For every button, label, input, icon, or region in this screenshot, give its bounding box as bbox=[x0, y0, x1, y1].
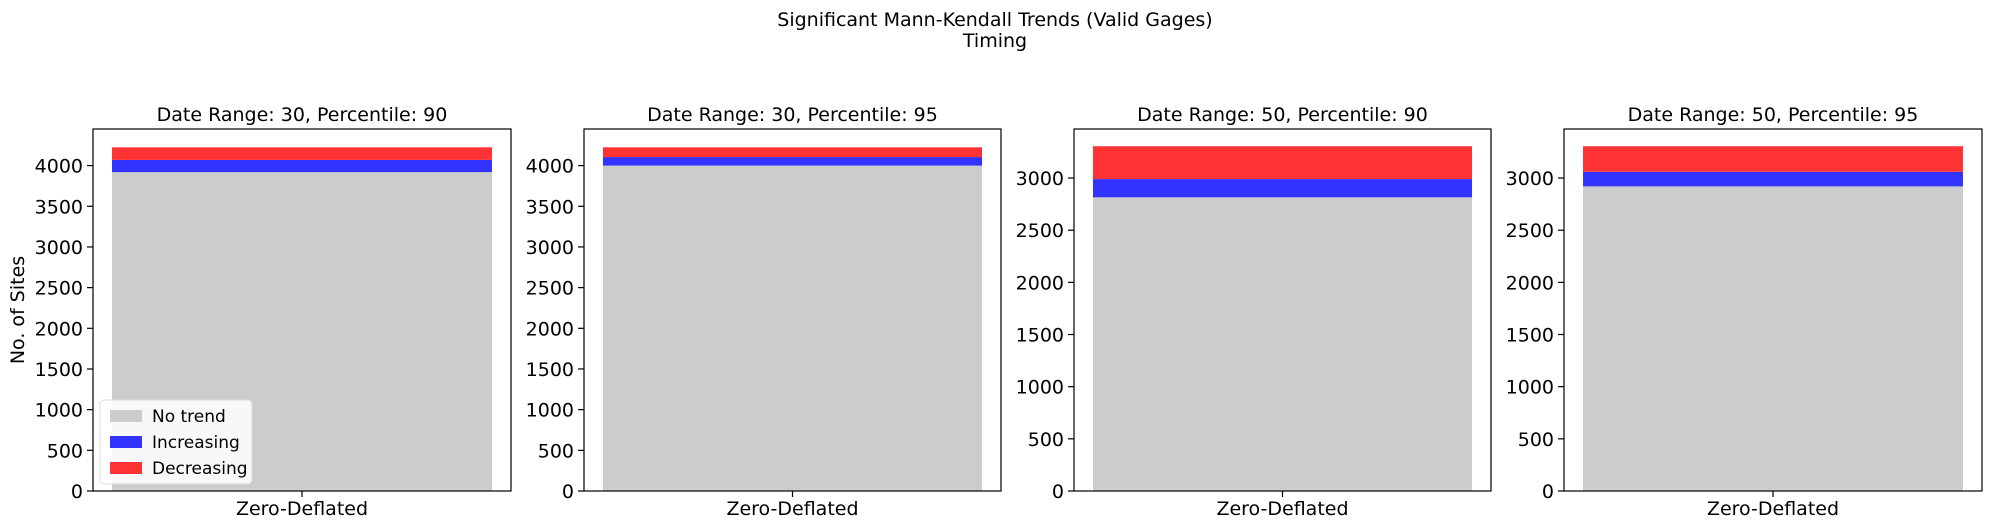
legend-label: No trend bbox=[152, 407, 226, 427]
legend-swatch-no-trend bbox=[110, 410, 142, 422]
figure-title-line1: Significant Mann-Kendall Trends (Valid G… bbox=[777, 9, 1212, 31]
bar-decreasing bbox=[1092, 146, 1473, 180]
bar-no-trend bbox=[1583, 186, 1963, 492]
panel-title: Date Range: 50, Percentile: 95 bbox=[1628, 104, 1919, 126]
y-tick-label: 1500 bbox=[35, 359, 83, 381]
bar-no-trend bbox=[602, 165, 983, 491]
y-tick-label: 0 bbox=[1542, 481, 1554, 503]
y-tick-label: 2500 bbox=[35, 278, 83, 300]
chart-panel-2: 0 500 1000 1500 2000 2500 3000 3500 4000 Zero-Def… bbox=[526, 104, 1002, 520]
y-tick-label: 500 bbox=[1028, 429, 1064, 451]
bar-increasing bbox=[1583, 171, 1963, 187]
panel-title: Date Range: 30, Percentile: 90 bbox=[157, 104, 448, 126]
chart-panel-1: 0 500 1000 1500 2000 2500 3000 3500 4000 Zero-Def… bbox=[7, 104, 512, 520]
y-tick-label: 1500 bbox=[1016, 325, 1064, 347]
y-tick-label: 2000 bbox=[1506, 272, 1554, 294]
y-tick-label: 3500 bbox=[35, 196, 83, 218]
y-axis-label: No. of Sites bbox=[7, 256, 29, 364]
y-tick-label: 2000 bbox=[526, 318, 574, 340]
y-tick-label: 2500 bbox=[1506, 220, 1554, 242]
bar-increasing bbox=[1092, 179, 1473, 198]
y-tick-label: 1000 bbox=[1506, 377, 1554, 399]
y-tick-label: 500 bbox=[538, 440, 574, 462]
y-tick-label: 3000 bbox=[35, 237, 83, 259]
chart-panel-4: 0 500 1000 1500 2000 2500 3000 Zero-Deflated Dat… bbox=[1506, 104, 1983, 520]
y-tick-label: 2000 bbox=[35, 318, 83, 340]
figure-title-line2: Timing bbox=[962, 30, 1027, 52]
y-tick-label: 3000 bbox=[1016, 168, 1064, 190]
panels: 0 500 1000 1500 2000 2500 3000 3500 4000 Zero-Def… bbox=[7, 104, 1983, 520]
legend: No trend Increasing Decreasing bbox=[99, 399, 253, 485]
y-tick-label: 500 bbox=[47, 440, 83, 462]
bar-no-trend bbox=[1092, 197, 1473, 491]
y-tick-label: 3000 bbox=[526, 237, 574, 259]
y-tick-label: 1000 bbox=[526, 400, 574, 422]
legend-swatch-decreasing bbox=[110, 462, 142, 474]
bar-decreasing bbox=[112, 147, 492, 160]
y-tick-label: 0 bbox=[71, 481, 83, 503]
y-tick-label: 0 bbox=[1052, 481, 1064, 503]
y-tick-label: 2500 bbox=[526, 278, 574, 300]
y-tick-label: 1500 bbox=[1506, 325, 1554, 347]
y-tick-label: 500 bbox=[1518, 429, 1554, 451]
bar-increasing bbox=[112, 159, 492, 173]
legend-swatch-increasing bbox=[110, 436, 142, 448]
x-tick-label: Zero-Deflated bbox=[1707, 498, 1839, 520]
legend-label: Increasing bbox=[152, 433, 240, 453]
y-tick-label: 2500 bbox=[1016, 220, 1064, 242]
x-tick-label: Zero-Deflated bbox=[1216, 498, 1348, 520]
bar-increasing bbox=[602, 157, 983, 166]
y-tick-label: 3500 bbox=[526, 196, 574, 218]
x-tick-label: Zero-Deflated bbox=[236, 498, 368, 520]
chart-panel-3: 0 500 1000 1500 2000 2500 3000 Zero-Deflated Dat… bbox=[1016, 104, 1492, 520]
panel-title: Date Range: 30, Percentile: 95 bbox=[647, 104, 938, 126]
y-tick-label: 4000 bbox=[526, 156, 574, 178]
y-tick-label: 1000 bbox=[35, 400, 83, 422]
y-tick-label: 1000 bbox=[1016, 377, 1064, 399]
y-tick-label: 1500 bbox=[526, 359, 574, 381]
y-tick-label: 4000 bbox=[35, 156, 83, 178]
x-tick-label: Zero-Deflated bbox=[726, 498, 858, 520]
y-tick-label: 0 bbox=[562, 481, 574, 503]
y-tick-label: 3000 bbox=[1506, 168, 1554, 190]
legend-label: Decreasing bbox=[152, 459, 248, 479]
y-tick-label: 2000 bbox=[1016, 272, 1064, 294]
panel-title: Date Range: 50, Percentile: 90 bbox=[1137, 104, 1428, 126]
bar-decreasing bbox=[602, 147, 983, 158]
bar-decreasing bbox=[1583, 146, 1963, 172]
